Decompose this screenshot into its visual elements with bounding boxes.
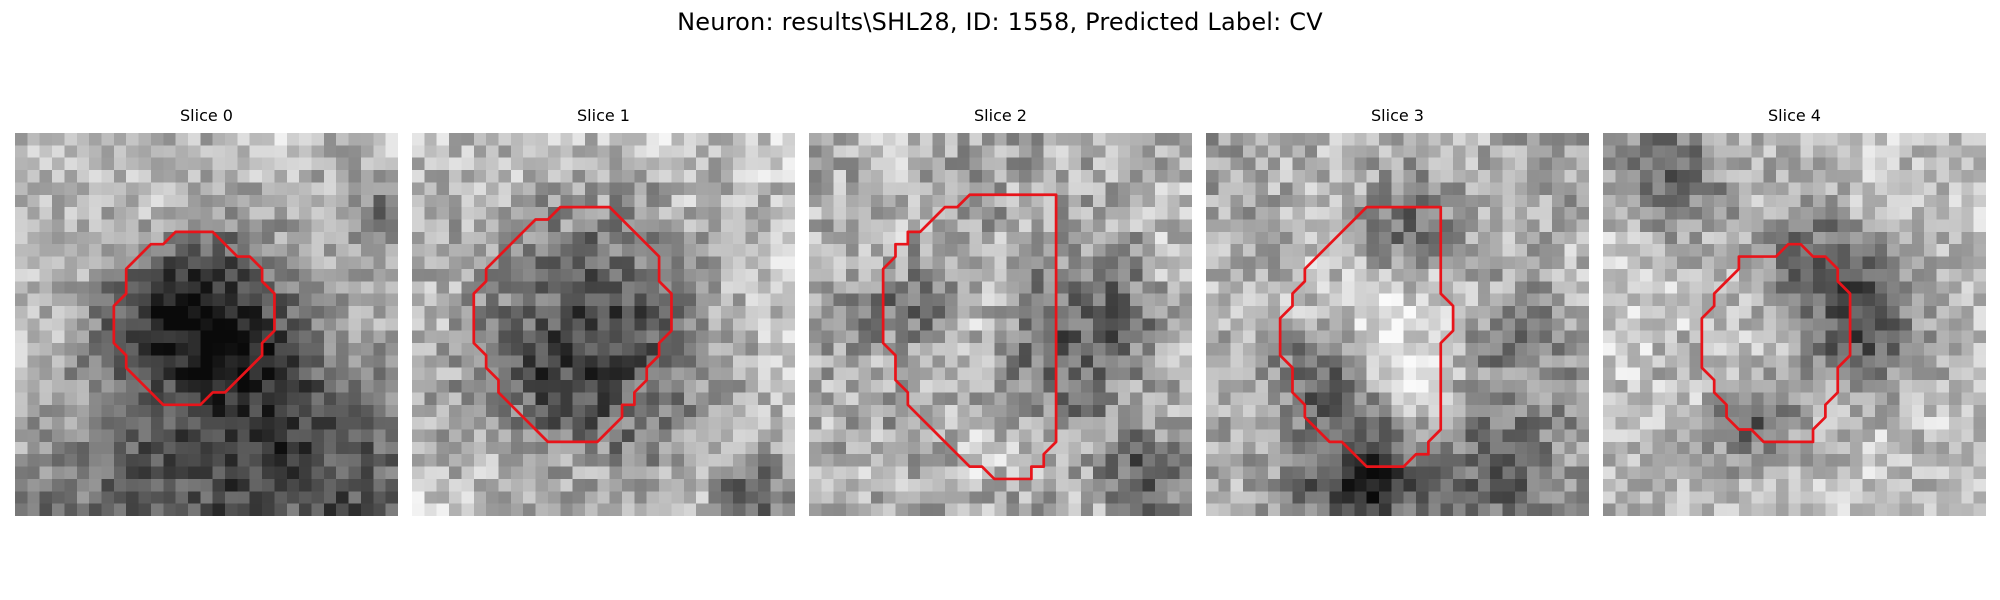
slice-panel-4: Slice 4 [1603, 106, 1986, 516]
slice-pixels [15, 133, 398, 516]
slice-image-3 [1206, 133, 1589, 516]
contour-outline [1700, 242, 1852, 444]
slice-panel-0: Slice 0 [15, 106, 398, 516]
slice-title-0: Slice 0 [180, 106, 233, 125]
slice-image-1 [412, 133, 795, 516]
figure-title: Neuron: results\SHL28, ID: 1558, Predict… [677, 8, 1323, 36]
slice-pixels [1603, 133, 1986, 516]
slice-title-1: Slice 1 [577, 106, 630, 125]
contour-outline [881, 193, 1058, 481]
slice-panel-1: Slice 1 [412, 106, 795, 516]
slice-image-4 [1603, 133, 1986, 516]
slice-image-2 [809, 133, 1192, 516]
slice-panel-3: Slice 3 [1206, 106, 1589, 516]
slice-title-3: Slice 3 [1371, 106, 1424, 125]
slice-image-0 [15, 133, 398, 516]
slice-pixels [412, 133, 795, 516]
slice-title-4: Slice 4 [1768, 106, 1821, 125]
slice-panel-2: Slice 2 [809, 106, 1192, 516]
slice-title-2: Slice 2 [974, 106, 1027, 125]
slice-pixels [1206, 133, 1589, 516]
contour-outline [472, 205, 673, 444]
contour-outline [112, 230, 276, 407]
slice-pixels [809, 133, 1192, 516]
contour-outline [1278, 205, 1455, 468]
